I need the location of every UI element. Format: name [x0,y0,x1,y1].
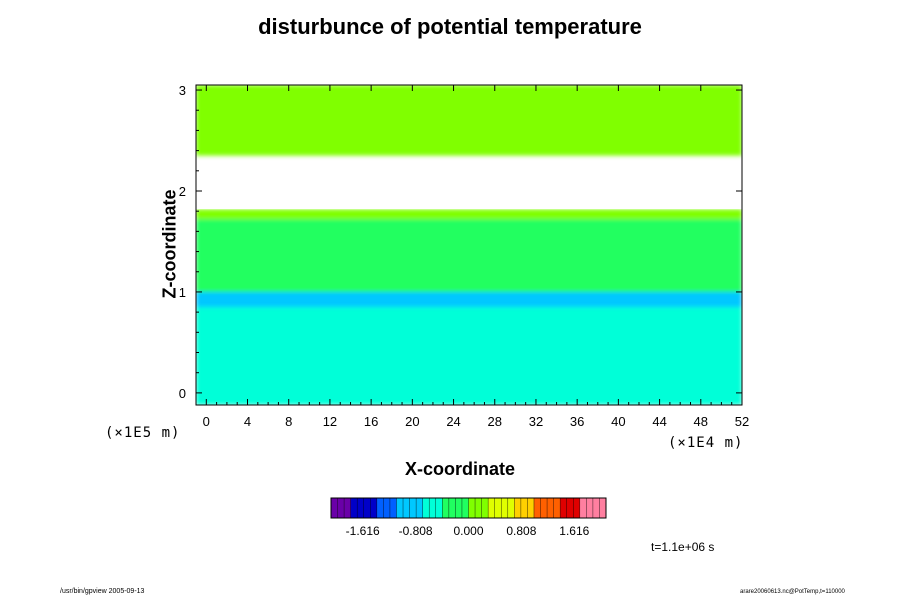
colorbar-swatch [442,498,450,518]
plot-frame [195,84,743,406]
field-layer-3 [196,291,742,308]
x-axis-unit: (×1E4 m) [668,435,744,451]
field-layer-0 [196,85,742,156]
colorbar-swatch [448,498,456,518]
colorbar-swatch [488,498,495,518]
y-tick-label: 3 [179,83,186,98]
chart-title: disturbunce of potential temperature [258,14,642,39]
colorbar-swatch [370,498,378,518]
colorbar-frame [330,497,607,519]
colorbar-swatch [573,498,581,518]
footer-command: /usr/bin/gpview 2005-09-13 [60,588,145,595]
x-tick-label: 40 [611,414,625,429]
field-layer-2 [196,219,742,292]
colorbar-swatch [547,498,554,518]
colorbar-tick-label: 1.616 [559,524,589,538]
colorbar: -1.616 -0.808 0.000 0.808 1.616 [330,497,607,538]
colorbar-swatch [422,498,430,518]
colorbar-swatch [409,498,417,518]
colorbar-swatch [363,498,371,518]
colorbar-swatch [553,498,561,518]
y-axis-unit: (×1E5 m) [105,425,181,441]
y-axis-label: Z-coordinate [159,189,180,299]
colorbar-swatch [389,498,397,518]
x-tick-label: 52 [735,414,749,429]
heatmap-field [196,85,742,405]
colorbar-swatch [586,498,594,518]
x-tick-label: 24 [446,414,460,429]
colorbar-swatch [560,498,568,518]
colorbar-swatch [475,498,482,518]
x-tick-label: 12 [323,414,337,429]
y-tick-label: 1 [179,285,186,300]
y-tick-label: 0 [179,386,186,401]
x-tick-label: 48 [694,414,708,429]
colorbar-swatch [520,498,528,518]
colorbar-swatch [455,498,463,518]
colorbar-swatch [383,498,391,518]
colorbar-swatch [468,498,476,518]
colorbar-swatch [461,498,469,518]
colorbar-swatch [357,498,365,518]
colorbar-swatch [396,498,404,518]
colorbar-swatch [592,498,600,518]
field-layer-4 [196,307,742,405]
colorbar-swatch [435,498,443,518]
colorbar-swatch [376,498,384,518]
x-tick-label: 28 [488,414,502,429]
colorbar-swatch [494,498,502,518]
colorbar-tick-label: -1.616 [346,524,380,538]
colorbar-swatch [429,498,437,518]
colorbar-tick-label: 0.000 [453,524,483,538]
time-label: t=1.1e+06 s [651,540,715,554]
colorbar-swatch [527,498,535,518]
footer-source: arare20060613.nc@PotTemp,t=110000 [740,589,845,595]
colorbar-swatch [416,498,423,518]
x-tick-label: 8 [285,414,292,429]
colorbar-swatch [481,498,489,518]
colorbar-tick-label: -0.808 [399,524,433,538]
colorbar-swatch [540,498,548,518]
x-tick-label: 44 [652,414,666,429]
x-tick-label: 0 [203,414,210,429]
colorbar-swatch [337,498,345,518]
colorbar-swatch [566,498,574,518]
field-blank-band [196,170,742,210]
x-tick-label: 36 [570,414,584,429]
colorbar-swatch [501,498,509,518]
colorbar-swatch [533,498,541,518]
colorbar-swatch [514,498,522,518]
x-tick-label: 16 [364,414,378,429]
colorbar-swatch [331,498,338,518]
field-layer-1 [196,209,742,220]
x-axis-label: X-coordinate [405,459,516,479]
colorbar-swatch [599,498,607,518]
x-tick-label: 20 [405,414,419,429]
x-tick-label: 4 [244,414,251,429]
colorbar-swatch [579,498,587,518]
colorbar-swatch [507,498,515,518]
y-tick-label: 2 [179,184,186,199]
colorbar-swatch [403,498,410,518]
colorbar-swatch [344,498,351,518]
colorbar-swatch [350,498,358,518]
colorbar-tick-label: 0.808 [506,524,536,538]
x-tick-label: 32 [529,414,543,429]
